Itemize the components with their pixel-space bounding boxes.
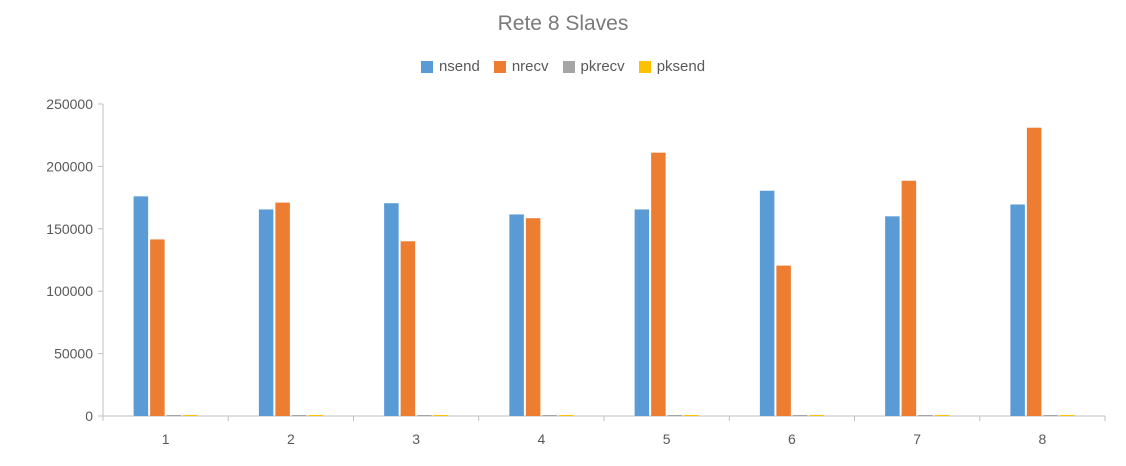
x-tick-label: 2 bbox=[287, 431, 295, 447]
bar-pksend-3 bbox=[433, 415, 449, 416]
legend-item-pkrecv: pkrecv bbox=[562, 58, 625, 75]
bar-nsend-7 bbox=[885, 216, 900, 416]
bar-pksend-5 bbox=[684, 415, 699, 416]
y-tick-label: 100000 bbox=[46, 283, 93, 299]
legend-label-nsend: nsend bbox=[438, 58, 480, 75]
bar-nrecv-1 bbox=[150, 239, 165, 416]
bar-pkrecv-3 bbox=[417, 415, 432, 416]
bar-pksend-2 bbox=[308, 415, 323, 416]
bar-pksend-6 bbox=[809, 415, 824, 416]
legend-swatch-nsend bbox=[420, 60, 433, 73]
bar-nrecv-6 bbox=[776, 265, 791, 416]
y-tick-label: 200000 bbox=[46, 158, 93, 174]
bar-nrecv-2 bbox=[275, 202, 290, 416]
x-tick-label: 6 bbox=[788, 431, 796, 447]
legend-label-pksend: pksend bbox=[656, 58, 706, 75]
bar-nsend-6 bbox=[759, 190, 775, 416]
y-tick-label: 0 bbox=[85, 408, 93, 424]
bar-pkrecv-2 bbox=[291, 415, 307, 416]
legend-item-pksend: pksend bbox=[638, 58, 706, 75]
bar-pksend-7 bbox=[934, 415, 950, 416]
legend-swatch-pksend bbox=[638, 60, 651, 73]
bar-pkrecv-4 bbox=[542, 415, 557, 416]
bar-nsend-2 bbox=[258, 209, 274, 416]
legend-label-nrecv: nrecv bbox=[511, 58, 549, 75]
legend-item-nrecv: nrecv bbox=[493, 58, 549, 75]
legend-swatch-nrecv bbox=[493, 60, 506, 73]
y-tick-label: 250000 bbox=[46, 96, 93, 112]
bar-pkrecv-5 bbox=[667, 415, 683, 416]
bar-pkrecv-1 bbox=[166, 415, 182, 416]
bar-nsend-5 bbox=[634, 209, 650, 416]
bar-nrecv-3 bbox=[400, 241, 416, 416]
x-tick-label: 8 bbox=[1038, 431, 1046, 447]
bar-nrecv-5 bbox=[651, 152, 666, 416]
bar-nrecv-4 bbox=[525, 218, 541, 416]
y-tick-label: 150000 bbox=[46, 221, 93, 237]
bar-nrecv-8 bbox=[1026, 127, 1042, 416]
legend-label-pkrecv: pkrecv bbox=[580, 58, 625, 75]
bar-pkrecv-8 bbox=[1043, 415, 1058, 416]
x-tick-label: 5 bbox=[663, 431, 671, 447]
bar-pksend-1 bbox=[183, 415, 198, 416]
x-tick-label: 1 bbox=[162, 431, 170, 447]
bar-nsend-4 bbox=[509, 214, 524, 416]
bar-nsend-1 bbox=[133, 196, 149, 416]
chart-title: Rete 8 Slaves bbox=[497, 12, 629, 35]
bar-pksend-4 bbox=[558, 415, 574, 416]
x-tick-label: 7 bbox=[913, 431, 921, 447]
legend: nsend nrecv pkrecv pksend bbox=[0, 58, 1126, 75]
bar-pkrecv-6 bbox=[792, 415, 808, 416]
y-tick-label: 50000 bbox=[54, 346, 93, 362]
legend-swatch-pkrecv bbox=[562, 60, 575, 73]
x-tick-label: 3 bbox=[412, 431, 420, 447]
bar-pksend-8 bbox=[1059, 415, 1075, 416]
bar-pkrecv-7 bbox=[918, 415, 933, 416]
bar-nsend-8 bbox=[1010, 204, 1025, 416]
bar-nsend-3 bbox=[384, 203, 399, 416]
x-tick-label: 4 bbox=[537, 431, 545, 447]
bar-nrecv-7 bbox=[901, 180, 917, 416]
legend-item-nsend: nsend bbox=[420, 58, 480, 75]
